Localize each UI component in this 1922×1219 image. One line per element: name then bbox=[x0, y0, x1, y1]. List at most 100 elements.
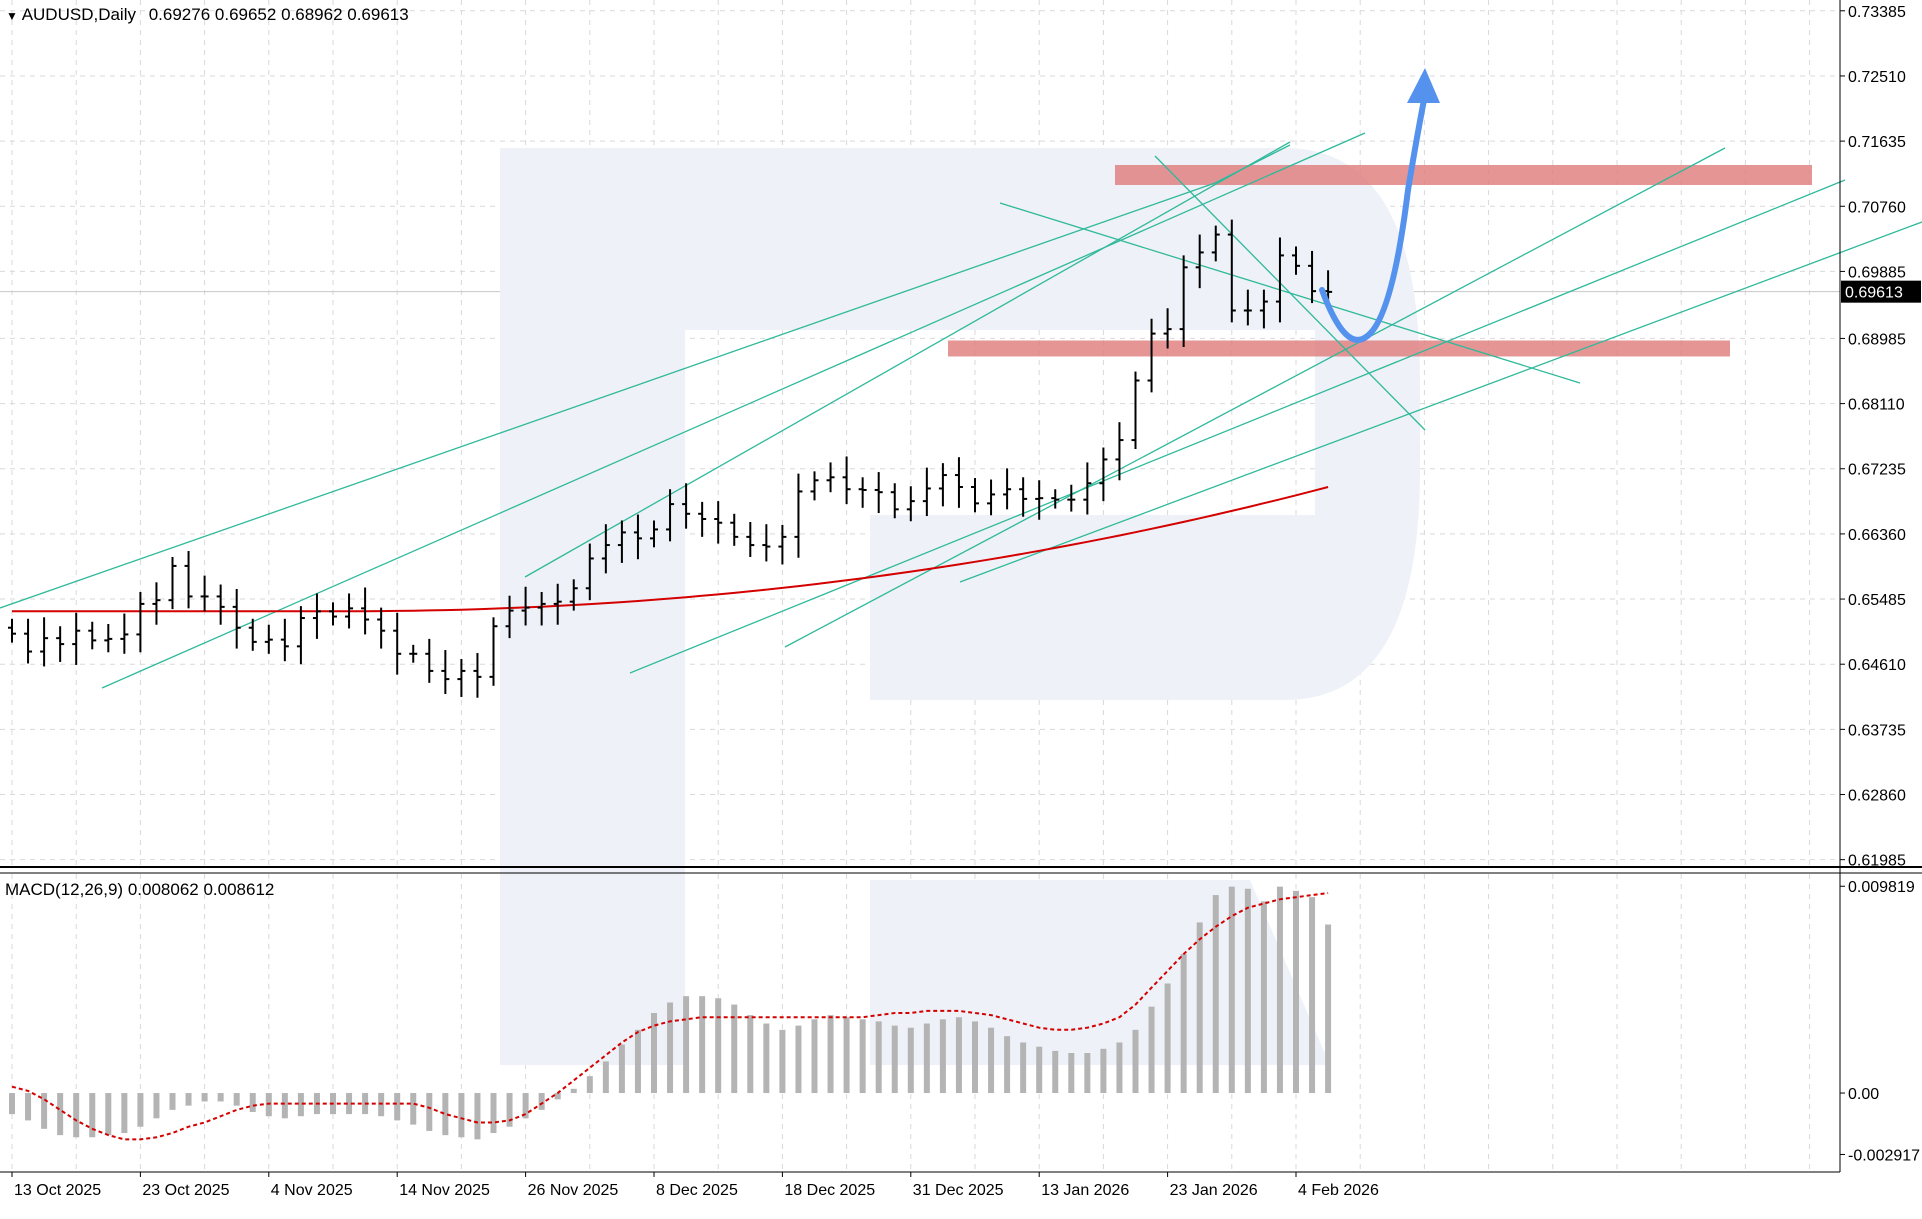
macd-histogram-bar bbox=[281, 1093, 288, 1119]
macd-histogram-bar bbox=[602, 1061, 609, 1094]
ohlc-bar bbox=[24, 618, 33, 664]
macd-histogram-bar bbox=[1036, 1046, 1043, 1094]
macd-histogram-bar bbox=[9, 1093, 15, 1115]
ohlc-bar bbox=[393, 612, 402, 675]
ohlc-bar bbox=[617, 520, 626, 563]
macd-histogram-bar bbox=[121, 1093, 128, 1134]
price-tick-label: 0.65485 bbox=[1848, 592, 1906, 609]
trendline bbox=[524, 141, 1291, 578]
ohlc-bar bbox=[1115, 422, 1124, 481]
price-tick-label: 0.62860 bbox=[1848, 788, 1906, 805]
price-tick-label: 0.67235 bbox=[1848, 462, 1906, 479]
macd-histogram-bar bbox=[73, 1093, 80, 1138]
ohlc-bar bbox=[1259, 289, 1268, 329]
price-tick-label: 0.61985 bbox=[1848, 853, 1906, 870]
macd-histogram-bar bbox=[217, 1093, 224, 1102]
price-tick-label: 0.73385 bbox=[1848, 4, 1906, 21]
macd-histogram-bar bbox=[1293, 890, 1299, 1094]
macd-histogram-bar bbox=[1052, 1050, 1059, 1094]
ohlc-bar bbox=[633, 514, 642, 560]
ohlc-bar bbox=[971, 478, 979, 513]
macd-histogram-bar bbox=[137, 1093, 144, 1127]
macd-histogram-bar bbox=[907, 1027, 914, 1094]
macd-histogram-bar bbox=[1004, 1036, 1011, 1094]
trendline bbox=[0, 182, 1216, 609]
ohlc-bar bbox=[88, 621, 97, 650]
ohlc-bar bbox=[329, 602, 337, 626]
macd-histogram-bar bbox=[426, 1093, 433, 1131]
ohlc-bar bbox=[216, 584, 225, 625]
ohlc-bar bbox=[938, 463, 947, 507]
resistance-zone bbox=[1115, 164, 1812, 185]
ohlc-bar bbox=[858, 477, 867, 508]
macd-histogram-bar bbox=[859, 1019, 866, 1094]
macd-histogram-bar bbox=[185, 1093, 192, 1106]
ohlc-bar bbox=[441, 650, 450, 694]
macd-histogram-bar bbox=[1068, 1053, 1075, 1094]
macd-histogram-bar bbox=[1180, 954, 1187, 1094]
macd-histogram-bar bbox=[1196, 922, 1203, 1094]
macd-histogram-bar bbox=[939, 1019, 946, 1094]
ohlc-bar bbox=[296, 606, 305, 665]
ohlc-bar bbox=[56, 626, 65, 662]
macd-histogram-bar bbox=[1148, 1006, 1155, 1094]
ohlc-bar bbox=[585, 543, 594, 601]
macd-histogram-bar bbox=[683, 996, 690, 1094]
ohlc-bar bbox=[425, 638, 434, 683]
macd-histogram-bar bbox=[827, 1015, 834, 1094]
forecast-arrow bbox=[1319, 68, 1440, 343]
ohlc-bar bbox=[906, 486, 915, 522]
ohlc-bar bbox=[537, 591, 546, 626]
price-tick-label: 0.72510 bbox=[1848, 69, 1906, 86]
date-tick-label: 4 Nov 2025 bbox=[271, 1182, 353, 1199]
ohlc-bar bbox=[922, 467, 931, 517]
macd-histogram-bar bbox=[105, 1093, 112, 1136]
macd-histogram-bar bbox=[538, 1093, 545, 1110]
macd-histogram-bar bbox=[458, 1093, 465, 1138]
macd-histogram-bar bbox=[522, 1093, 529, 1119]
price-tick-label: 0.64610 bbox=[1848, 657, 1906, 674]
macd-histogram-bar bbox=[89, 1093, 96, 1138]
ohlc-bar bbox=[120, 613, 129, 654]
ohlc-bar bbox=[136, 591, 145, 653]
macd-histogram-bar bbox=[779, 1029, 786, 1094]
price-tick-label: 0.69885 bbox=[1848, 264, 1906, 281]
trendline bbox=[629, 179, 1846, 674]
ohlc-bar bbox=[1099, 447, 1108, 502]
ohlc-bar bbox=[601, 524, 610, 574]
macd-histogram-bar bbox=[1020, 1042, 1027, 1094]
macd-tick-label: 0.00 bbox=[1848, 1086, 1879, 1103]
macd-histogram-bar bbox=[57, 1093, 64, 1136]
ohlc-bar bbox=[1211, 225, 1220, 262]
price-tick-label: 0.66360 bbox=[1848, 527, 1906, 544]
ohlc-bar bbox=[361, 587, 370, 635]
macd-histogram-bar bbox=[972, 1021, 978, 1094]
ohlc-bar bbox=[954, 457, 963, 508]
macd-histogram-bar bbox=[586, 1076, 593, 1094]
macd-histogram-bar bbox=[394, 1093, 401, 1121]
macd-histogram-bar bbox=[249, 1093, 256, 1112]
ohlc-bar bbox=[152, 582, 161, 625]
ohlc-bar bbox=[1147, 318, 1156, 393]
macd-histogram-bar bbox=[955, 1017, 962, 1094]
symbol-header: ▼ AUDUSD,Daily 0.69276 0.69652 0.68962 0… bbox=[6, 5, 409, 25]
price-tick-label: 0.68985 bbox=[1848, 331, 1906, 348]
date-tick-label: 18 Dec 2025 bbox=[784, 1182, 875, 1199]
macd-histogram-bar bbox=[490, 1093, 497, 1134]
macd-histogram-bar bbox=[667, 1002, 674, 1094]
macd-histogram-bar bbox=[1309, 897, 1316, 1094]
ohlc-bar bbox=[505, 595, 514, 639]
macd-histogram-bar bbox=[747, 1015, 754, 1094]
macd-histogram-bar bbox=[1325, 924, 1332, 1094]
price-tick-label: 0.70760 bbox=[1848, 199, 1906, 216]
ohlc-bar bbox=[1083, 462, 1092, 515]
collapse-triangle-icon[interactable]: ▼ bbox=[6, 9, 18, 23]
date-tick-label: 14 Nov 2025 bbox=[399, 1182, 490, 1199]
macd-histogram-bar bbox=[1244, 888, 1251, 1094]
ohlc-bar bbox=[409, 644, 418, 663]
macd-histogram-bar bbox=[1276, 886, 1283, 1094]
macd-histogram-bar bbox=[25, 1093, 32, 1121]
ohlc-bar bbox=[682, 483, 691, 529]
macd-histogram-bar bbox=[378, 1093, 385, 1117]
